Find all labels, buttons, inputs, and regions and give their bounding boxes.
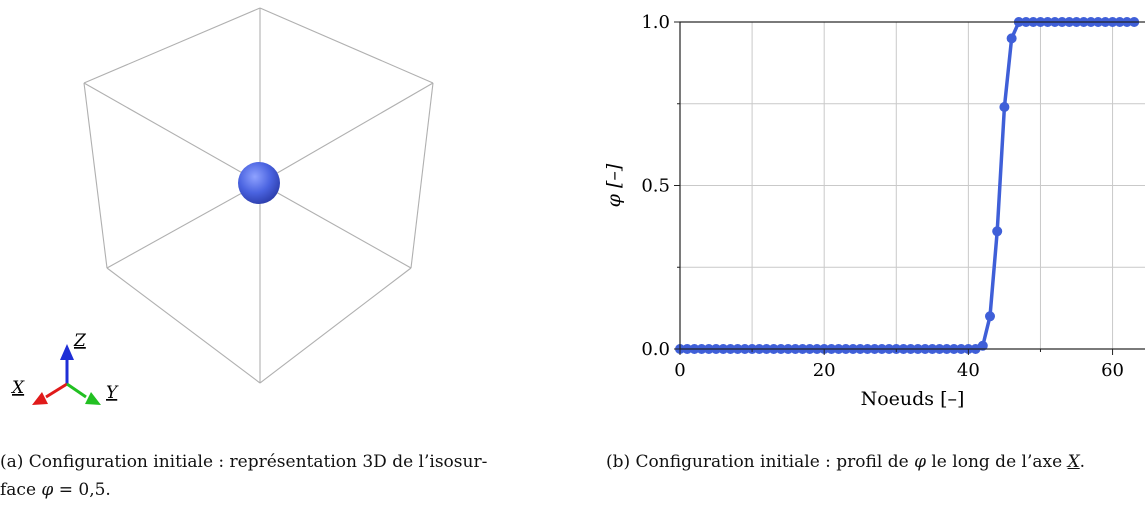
caption-a: (a) Configuration initiale : représentat…	[0, 448, 520, 504]
x-tick-label: 60	[1101, 360, 1124, 381]
data-point	[985, 311, 995, 322]
x-axis-label: X	[10, 378, 25, 398]
data-point	[977, 340, 988, 351]
profile-chart: 0 20 40 60 0.0 0.5 1.0 Noeuds [–] φ [–]	[603, 12, 1145, 410]
caption-a-phi: φ	[41, 480, 54, 500]
y-axis-title: φ [–]	[603, 163, 625, 207]
caption-b-phi: φ	[914, 452, 926, 472]
caption-a-eq: = 0,5.	[53, 480, 111, 500]
3d-view-canvas: Z X Y	[10, 7, 434, 405]
data-point	[992, 226, 1003, 237]
y-axis-label: Y	[106, 383, 119, 403]
caption-b-suffix: .	[1079, 452, 1086, 472]
data-point	[999, 102, 1010, 113]
z-axis-label: Z	[73, 331, 87, 351]
chart-ticks: 0 20 40 60 0.0 0.5 1.0	[641, 12, 1124, 381]
bounding-box	[83, 7, 434, 384]
caption-b-axis: X	[1067, 452, 1080, 472]
isosurface-sphere	[238, 162, 280, 204]
axis-triad: Z X Y	[10, 331, 119, 405]
caption-a-line2: face	[0, 480, 42, 500]
caption-b: (b) Configuration initiale : profil de φ…	[606, 448, 1136, 476]
data-point	[1006, 33, 1017, 44]
x-tick-label: 0	[674, 360, 685, 381]
x-tick-label: 20	[813, 360, 836, 381]
x-axis-title: Noeuds [–]	[861, 388, 965, 410]
y-tick-label: 0.0	[641, 339, 670, 360]
caption-a-line1: (a) Configuration initiale : représentat…	[0, 452, 488, 472]
figure-a-3d-view: Z X Y	[0, 0, 560, 440]
y-tick-label: 1.0	[641, 12, 670, 33]
x-tick-label: 40	[957, 360, 980, 381]
caption-b-prefix: (b) Configuration initiale : profil de	[606, 452, 915, 472]
figure-b-profile-chart: 0 20 40 60 0.0 0.5 1.0 Noeuds [–] φ [–]	[580, 0, 1145, 440]
caption-b-mid: le long de l’axe	[925, 452, 1068, 472]
y-tick-label: 0.5	[641, 176, 670, 197]
chart-grid	[679, 21, 1145, 350]
